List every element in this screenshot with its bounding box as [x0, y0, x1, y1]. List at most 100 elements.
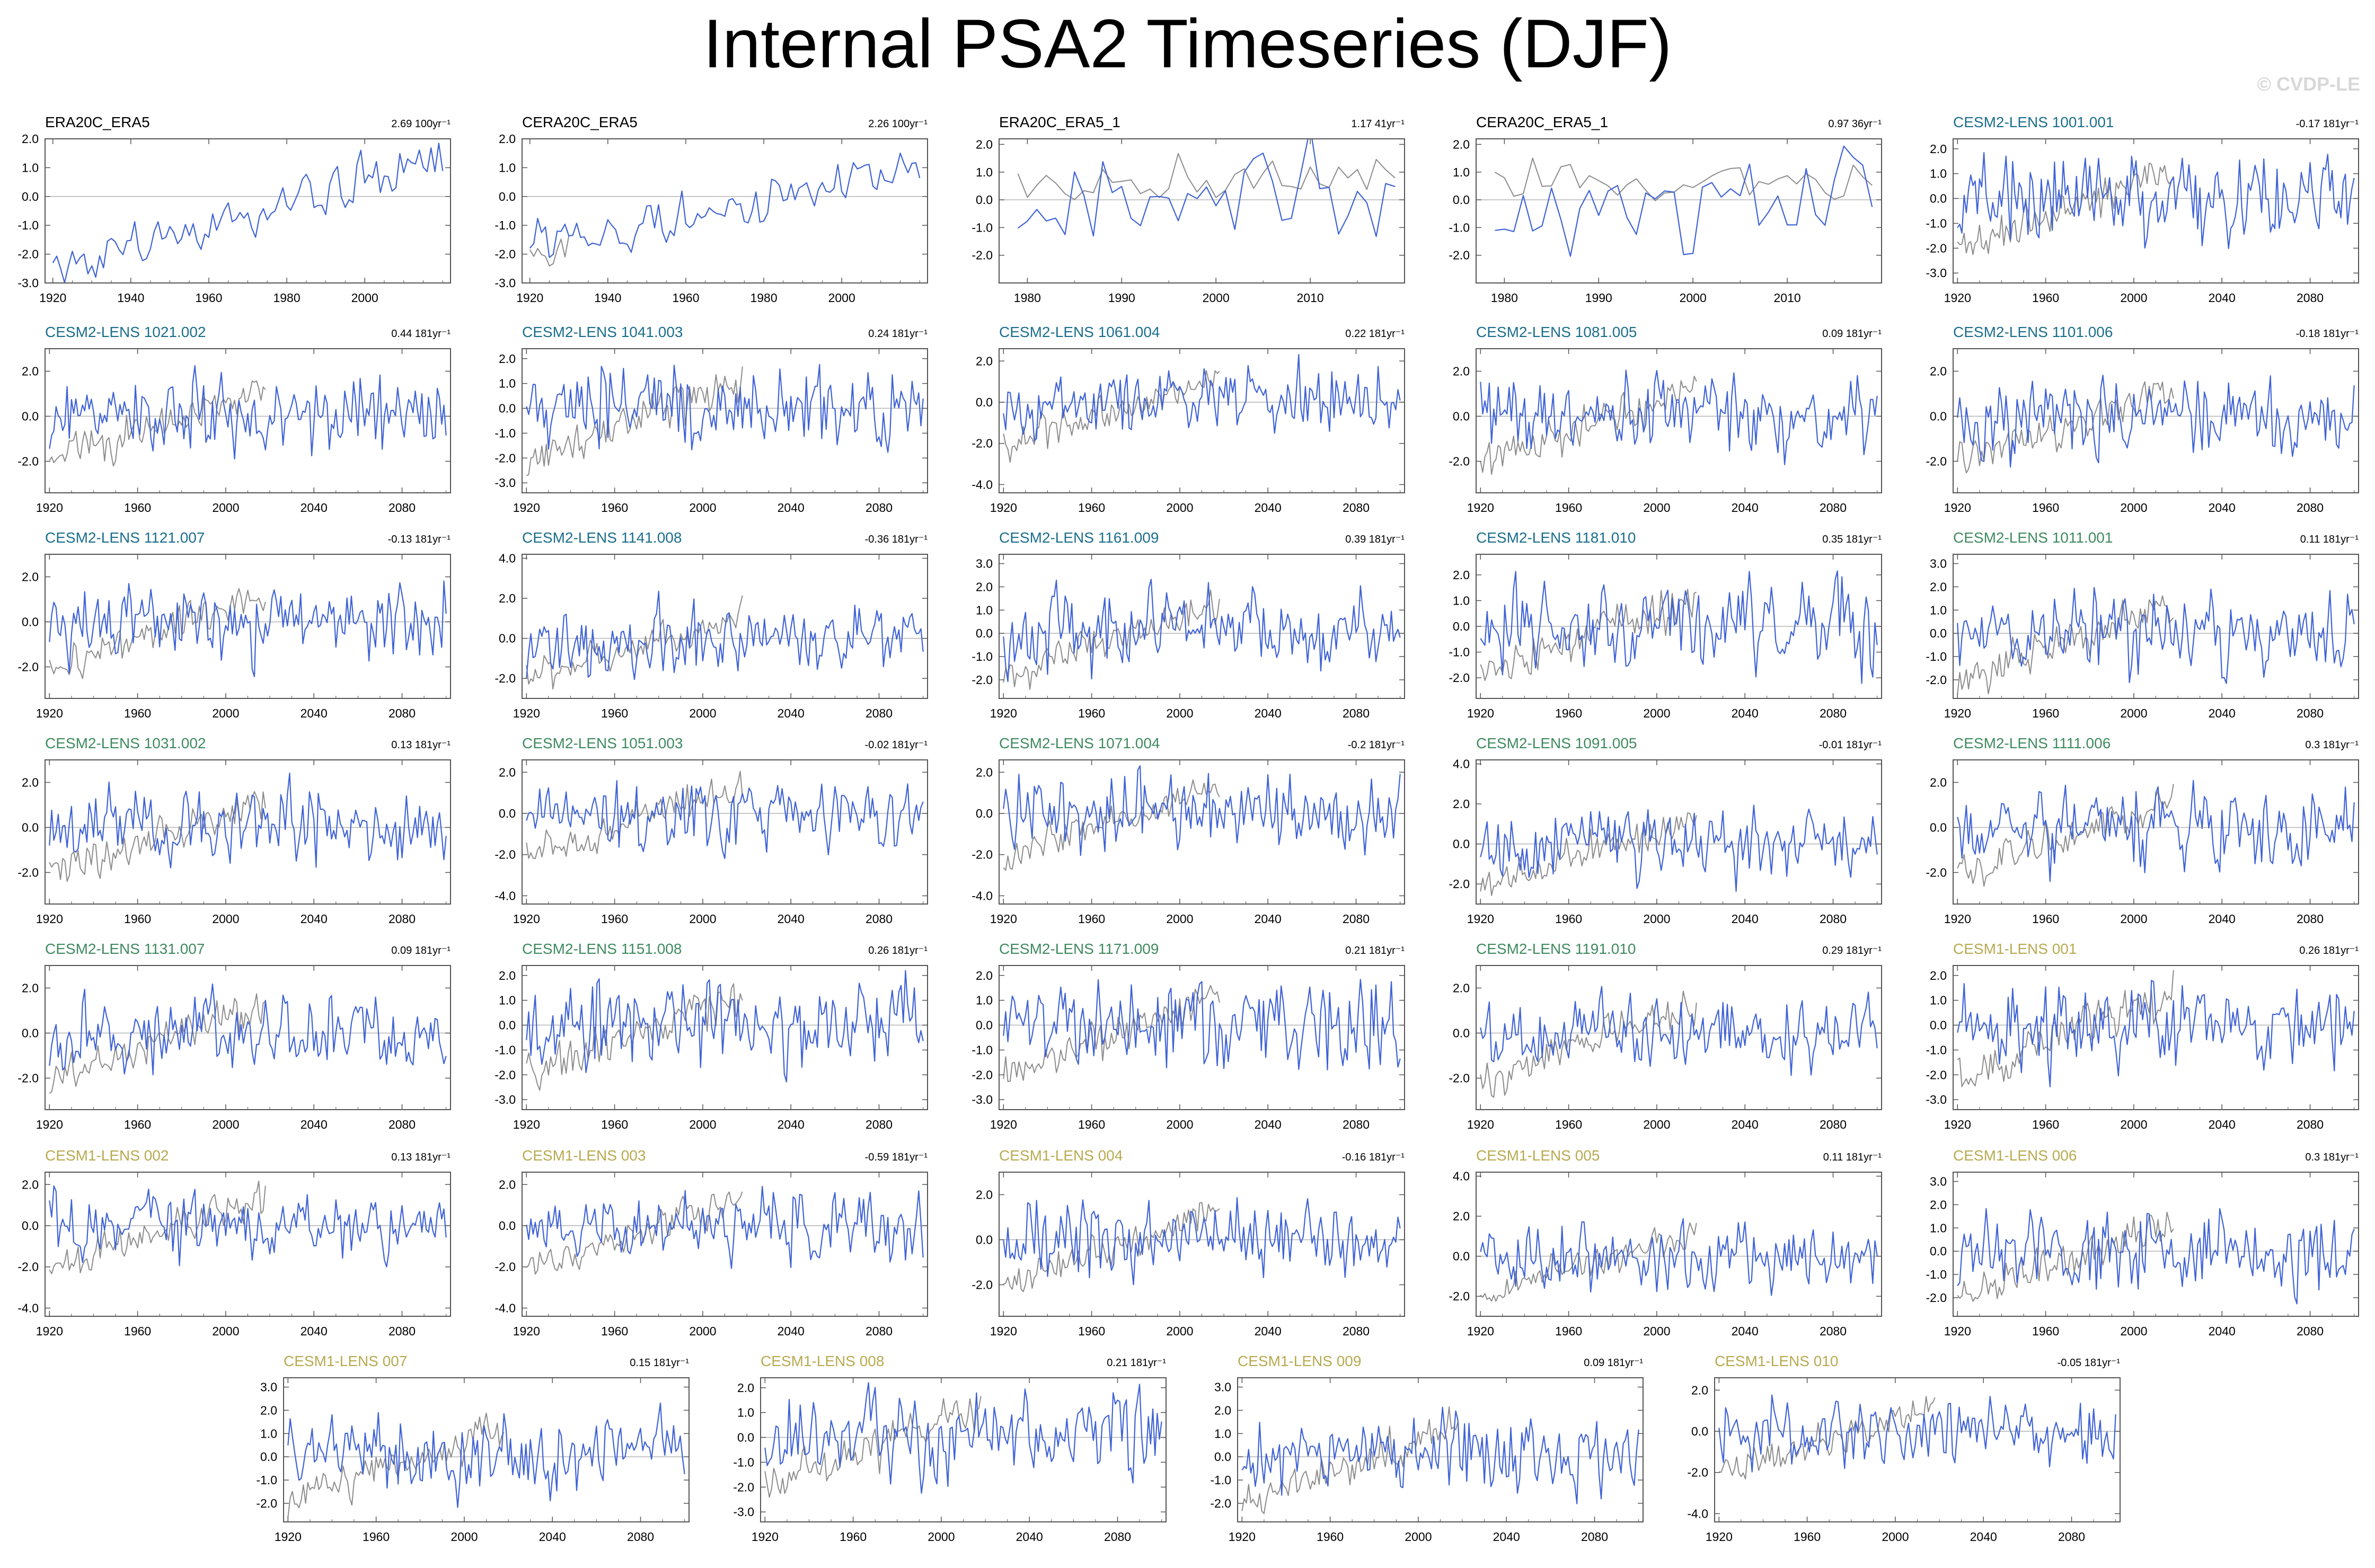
series-line-gray — [1957, 595, 2174, 695]
y-tick-label: 0.0 — [1930, 1018, 1947, 1032]
x-tick-label: 2000 — [689, 706, 716, 720]
x-tick-label: 1960 — [1794, 1530, 1821, 1544]
x-tick-label: 1960 — [2032, 501, 2059, 515]
x-tick-label: 1980 — [1014, 291, 1041, 305]
y-tick-label: -2.0 — [1449, 1289, 1470, 1303]
x-tick-label: 1960 — [1078, 706, 1105, 720]
y-tick-label: 0.0 — [1453, 619, 1470, 633]
panel-title: CESM2-LENS 1161.009 — [999, 529, 1159, 546]
x-tick-label: 1920 — [1467, 501, 1494, 515]
trend-label: 0.26 181yr⁻¹ — [2299, 945, 2359, 956]
y-tick-label: 2.0 — [499, 591, 516, 605]
x-tick-label: 1960 — [124, 1324, 151, 1338]
series-line-gray — [526, 983, 743, 1091]
x-tick-label: 2000 — [212, 1118, 239, 1131]
panel-cesm1-lens-007: CESM1-LENS 007 0.15 181yr⁻¹ 1920 1960 2000 20… — [256, 1353, 690, 1544]
trend-label: -0.02 181yr⁻¹ — [865, 739, 928, 751]
y-tick-label: 2.0 — [22, 570, 39, 584]
x-tick-label: 2040 — [1732, 1118, 1759, 1131]
y-tick-label: 0.0 — [1453, 410, 1470, 423]
panel-title: CESM1-LENS 005 — [1476, 1147, 1600, 1164]
panel-cesm2-lens-1121-007: CESM2-LENS 1121.007 -0.13 181yr⁻¹ 1920 1960… — [17, 529, 451, 720]
x-tick-label: 2040 — [778, 501, 805, 515]
x-tick-label: 1920 — [990, 706, 1017, 720]
y-tick-label: 1.0 — [1930, 994, 1947, 1007]
y-tick-label: -4.0 — [1687, 1507, 1708, 1520]
series-line-blue — [1480, 369, 1878, 465]
y-tick-label: 2.0 — [1453, 1209, 1470, 1223]
panel-title: CESM2-LENS 1041.003 — [522, 324, 683, 340]
y-tick-label: 0.0 — [976, 626, 993, 640]
x-tick-label: 1990 — [1108, 291, 1135, 305]
y-tick-label: -2.0 — [972, 437, 993, 450]
y-tick-label: 1.0 — [499, 994, 516, 1007]
x-tick-label: 1920 — [36, 912, 63, 926]
x-tick-label: 2040 — [778, 912, 805, 926]
panel-title: CERA20C_ERA5_1 — [1476, 114, 1608, 130]
x-tick-label: 1960 — [124, 912, 151, 926]
y-tick-label: 2.0 — [1930, 142, 1947, 156]
y-tick-label: 1.0 — [1453, 593, 1470, 607]
x-tick-label: 1960 — [601, 706, 628, 720]
y-tick-label: 2.0 — [1453, 365, 1470, 378]
trend-label: -0.16 181yr⁻¹ — [1342, 1151, 1405, 1163]
trend-label: 0.09 181yr⁻¹ — [1584, 1357, 1643, 1369]
x-tick-label: 1980 — [750, 291, 777, 305]
x-tick-label: 2000 — [1405, 1530, 1432, 1544]
x-tick-label: 1960 — [124, 501, 151, 515]
y-tick-label: 0.0 — [499, 190, 516, 203]
x-tick-label: 1920 — [513, 501, 540, 515]
x-tick-label: 2000 — [1643, 1118, 1670, 1131]
panel-cesm2-lens-1011-001: CESM2-LENS 1011.001 0.11 181yr⁻¹ 1920 1960 2… — [1926, 529, 2359, 720]
watermark: © CVDP-LE — [2257, 73, 2360, 95]
x-tick-label: 2040 — [301, 1324, 328, 1338]
x-tick-label: 2000 — [212, 912, 239, 926]
series-line-blue — [526, 1185, 924, 1269]
panel-cesm2-lens-1101-006: CESM2-LENS 1101.006 -0.18 181yr⁻¹ 1920 1960… — [1926, 324, 2359, 515]
x-tick-label: 2080 — [2297, 501, 2324, 515]
y-tick-label: -3.0 — [495, 276, 516, 290]
y-tick-label: -2.0 — [1926, 241, 1947, 255]
series-line-gray — [1957, 970, 2174, 1087]
y-tick-label: 3.0 — [1930, 1175, 1947, 1189]
plot-frame — [999, 1172, 1405, 1317]
trend-label: -0.05 181yr⁻¹ — [2058, 1357, 2121, 1369]
trend-label: 0.11 181yr⁻¹ — [2300, 534, 2359, 545]
panel-cesm2-lens-1081-005: CESM2-LENS 1081.005 0.09 181yr⁻¹ 1920 1960 2… — [1449, 324, 1882, 515]
y-tick-label: -2.0 — [1926, 455, 1947, 468]
x-tick-label: 1960 — [2032, 1324, 2059, 1338]
series-line-blue — [1003, 579, 1401, 683]
y-tick-label: -1.0 — [1449, 645, 1470, 659]
x-tick-label: 1920 — [1944, 1324, 1971, 1338]
plot-frame — [1476, 348, 1882, 493]
plot-frame — [522, 1172, 928, 1317]
x-tick-label: 2080 — [2297, 912, 2324, 926]
series-line-gray — [526, 1191, 743, 1275]
y-tick-label: 2.0 — [1453, 981, 1470, 995]
x-tick-label: 2080 — [389, 1324, 416, 1338]
y-tick-label: -2.0 — [17, 1260, 39, 1274]
panel-title: CESM2-LENS 1111.006 — [1953, 735, 2111, 751]
panel-cesm2-lens-1021-002: CESM2-LENS 1021.002 0.44 181yr⁻¹ 1920 1960 2… — [17, 324, 451, 515]
y-tick-label: 1.0 — [1930, 603, 1947, 617]
x-tick-label: 2000 — [1882, 1530, 1909, 1544]
y-tick-label: 2.0 — [1930, 776, 1947, 790]
y-tick-label: 2.0 — [22, 776, 39, 790]
trend-label: 1.17 41yr⁻¹ — [1351, 118, 1405, 130]
trend-label: 0.21 181yr⁻¹ — [1345, 945, 1405, 956]
x-tick-label: 2040 — [301, 1118, 328, 1131]
x-tick-label: 2040 — [1493, 1530, 1520, 1544]
x-tick-label: 2040 — [1732, 1324, 1759, 1338]
series-line-gray — [49, 380, 266, 467]
trend-label: 0.24 181yr⁻¹ — [868, 328, 928, 340]
y-tick-label: 2.0 — [22, 132, 39, 146]
series-line-blue — [764, 1382, 1162, 1494]
panel-cesm2-lens-1071-004: CESM2-LENS 1071.004 -0.2 181yr⁻¹ 1920 1960 2… — [972, 735, 1405, 926]
y-tick-label: 0.0 — [499, 1018, 516, 1032]
y-tick-label: -2.0 — [495, 451, 516, 465]
series-line-blue — [49, 1185, 447, 1268]
x-tick-label: 2080 — [389, 706, 416, 720]
series-line-blue — [1957, 980, 2355, 1087]
x-tick-label: 2040 — [2209, 291, 2236, 305]
plot-frame — [283, 1377, 690, 1522]
